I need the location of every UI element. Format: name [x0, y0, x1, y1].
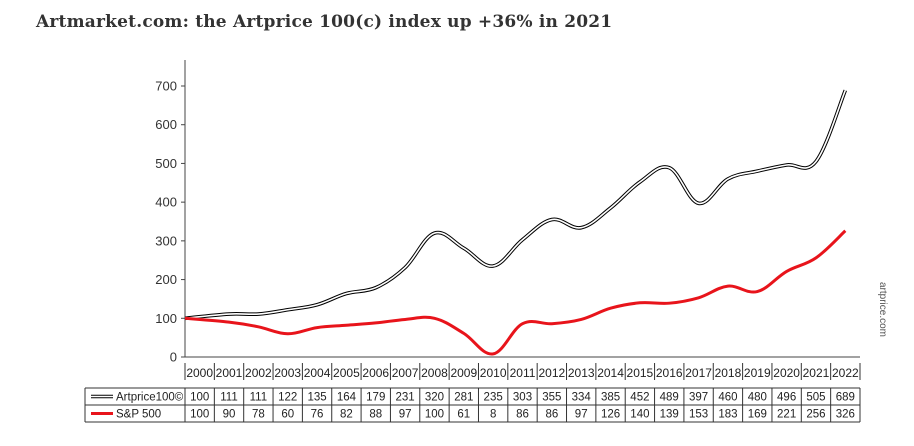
x-tick-label: 2018: [715, 366, 742, 380]
table-cell-artprice100: 179: [366, 392, 385, 404]
x-tick-label: 2021: [803, 366, 830, 380]
table-cell-sp500: 169: [748, 409, 767, 421]
table-cell-sp500: 153: [689, 409, 708, 421]
y-tick-label: 100: [155, 311, 177, 326]
table-cell-artprice100: 452: [630, 392, 649, 404]
table-cell-artprice100: 100: [190, 392, 209, 404]
table-cell-artprice100: 496: [777, 392, 796, 404]
table-cell-sp500: 86: [545, 409, 558, 421]
x-tick-label: 2006: [362, 366, 389, 380]
table-cell-sp500: 86: [516, 409, 529, 421]
table-cell-artprice100: 320: [425, 392, 444, 404]
x-tick-label: 2009: [450, 366, 477, 380]
series-line-sp500: [184, 229, 847, 356]
legend-label-sp500: S&P 500: [116, 409, 161, 421]
table-cell-sp500: 326: [836, 409, 855, 421]
table-cell-sp500: 97: [575, 409, 588, 421]
x-tick-label: 2001: [216, 366, 243, 380]
x-tick-label: 2014: [597, 366, 624, 380]
table-cell-artprice100: 281: [454, 392, 473, 404]
table-cell-artprice100: 334: [572, 392, 592, 404]
table-cell-artprice100: 135: [307, 392, 326, 404]
table-cell-artprice100: 505: [806, 392, 825, 404]
series-layer: [184, 89, 847, 356]
table-cell-artprice100: 397: [689, 392, 708, 404]
table-cell-sp500: 126: [601, 409, 620, 421]
x-tick-label: 2002: [245, 366, 272, 380]
legend-label-artprice100: Artprice100©: [116, 392, 184, 404]
table-cell-sp500: 60: [281, 409, 294, 421]
x-tick-label: 2008: [421, 366, 448, 380]
y-tick-label: 0: [170, 350, 177, 365]
table-cell-artprice100: 689: [836, 392, 855, 404]
table-cell-artprice100: 235: [484, 392, 503, 404]
table-cell-sp500: 256: [806, 409, 825, 421]
x-tick-label: 2019: [744, 366, 771, 380]
x-tick-label: 2005: [333, 366, 360, 380]
table-cell-sp500: 78: [252, 409, 265, 421]
x-tick-label: 2016: [656, 366, 683, 380]
series-line-artprice100-outer: [184, 89, 847, 321]
x-tick-label: 2015: [627, 366, 654, 380]
watermark: artprice.com: [877, 282, 888, 337]
table-cell-sp500: 140: [630, 409, 649, 421]
y-tick-label: 200: [155, 272, 177, 287]
table-cell-artprice100: 480: [748, 392, 767, 404]
data-table: 2000 2001 2002 2003 2004 2005 2006 2007 2008 2009…: [84, 363, 861, 423]
x-tick-label: 2003: [274, 366, 301, 380]
table-cell-sp500: 8: [490, 409, 496, 421]
table-cell-artprice100: 355: [542, 392, 561, 404]
x-tick-label: 2000: [186, 366, 213, 380]
chart-axes: [184, 60, 860, 358]
table-cell-sp500: 97: [399, 409, 412, 421]
table-cell-sp500: 82: [340, 409, 353, 421]
table-cell-sp500: 90: [223, 409, 236, 421]
table-cell-sp500: 139: [660, 409, 679, 421]
y-tick-label: 500: [155, 156, 177, 171]
x-tick-label: 2022: [832, 366, 859, 380]
x-tick-label: 2013: [568, 366, 595, 380]
table-cell-artprice100: 303: [513, 392, 532, 404]
x-tick-label: 2004: [304, 366, 331, 380]
x-tick-label: 2017: [685, 366, 712, 380]
y-tick-label: 400: [155, 195, 177, 210]
y-tick-label: 600: [155, 117, 177, 132]
table-cell-artprice100: 385: [601, 392, 620, 404]
table-cell-artprice100: 122: [278, 392, 297, 404]
table-cell-artprice100: 164: [337, 392, 357, 404]
table-cell-sp500: 76: [311, 409, 324, 421]
y-tick-label: 300: [155, 233, 177, 248]
table-cell-artprice100: 231: [396, 392, 415, 404]
x-tick-label: 2020: [773, 366, 800, 380]
table-cell-sp500: 100: [190, 409, 209, 421]
table-cell-sp500: 183: [718, 409, 737, 421]
table-cell-artprice100: 111: [220, 392, 237, 404]
table-cell-artprice100: 111: [250, 392, 267, 404]
table-cell-sp500: 88: [369, 409, 382, 421]
table-cell-sp500: 100: [425, 409, 444, 421]
table-cell-sp500: 61: [457, 409, 470, 421]
table-cell-artprice100: 460: [718, 392, 737, 404]
table-cell-sp500: 221: [777, 409, 796, 421]
page-title: Artmarket.com: the Artprice 100(c) index…: [36, 12, 613, 32]
series-line-artprice100-inner: [184, 89, 847, 320]
x-tick-label: 2010: [480, 366, 507, 380]
y-axis-ticks: 0 100 200 300 400 500 600 700: [155, 79, 185, 365]
table-cell-artprice100: 489: [660, 392, 679, 404]
x-tick-label: 2007: [392, 366, 419, 380]
x-tick-label: 2011: [510, 366, 536, 380]
y-tick-label: 700: [155, 79, 177, 94]
x-tick-label: 2012: [538, 366, 565, 380]
